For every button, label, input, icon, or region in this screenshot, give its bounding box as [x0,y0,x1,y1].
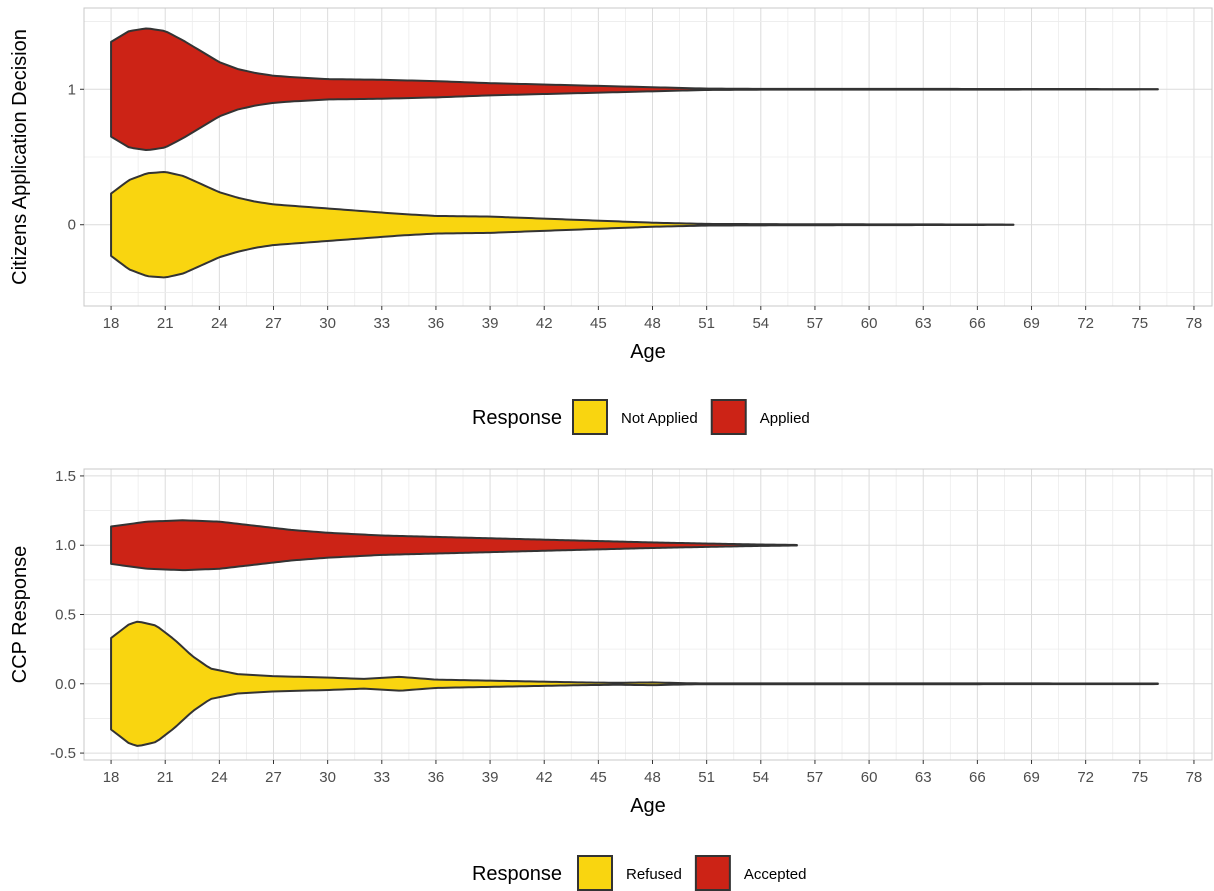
top-x-tick-label: 27 [265,315,282,332]
top-x-tick-label: 24 [211,315,228,332]
top-x-tick-label: 60 [861,315,878,332]
top-x-ticks: 18 21 24 27 30 33 36 39 42 45 48 51 54 57 60 63 66 69 72 75… [103,306,1203,332]
bottom-legend-key-accepted [694,855,731,891]
bottom-y-tick-label: -0.5 [50,745,76,762]
bottom-y-tick-label: 0.0 [55,676,76,693]
bottom-y-ticks: -0.5 0.0 0.5 1.0 1.5 [50,468,84,762]
top-y-axis-title: Citizens Application Decision [9,29,31,285]
bottom-legend: Response Refused Accepted [472,855,807,891]
bottom-x-tick-label: 63 [915,769,932,786]
bottom-y-tick-label: 1.0 [55,537,76,554]
top-y-tick-label: 0 [68,217,76,234]
bottom-gridlines [83,469,1212,760]
top-x-tick-label: 75 [1131,315,1148,332]
top-x-tick-label: 42 [536,315,553,332]
bottom-x-tick-label: 51 [698,769,715,786]
top-legend-label-not-applied: Not Applied [621,410,698,427]
bottom-x-tick-label: 78 [1186,769,1203,786]
top-x-axis-title: Age [630,341,666,363]
bottom-x-tick-label: 69 [1023,769,1040,786]
top-panel: 18 21 24 27 30 33 36 39 42 45 48 51 54 57 60 63 66 69 72 75… [9,7,1213,435]
bottom-violin-refused [110,620,1159,747]
bottom-x-tick-label: 60 [861,769,878,786]
bottom-x-tick-label: 54 [752,769,769,786]
bottom-x-tick-label: 18 [103,769,120,786]
bottom-y-axis-title: CCP Response [9,546,31,683]
bottom-legend-label-accepted: Accepted [744,866,807,883]
top-x-tick-label: 57 [807,315,824,332]
bottom-x-axis-title: Age [630,795,666,817]
top-violin-not-applied [110,171,1015,279]
bottom-x-tick-label: 39 [482,769,499,786]
top-x-tick-label: 33 [373,315,390,332]
top-x-tick-label: 51 [698,315,715,332]
top-x-tick-label: 18 [103,315,120,332]
bottom-legend-label-refused: Refused [626,866,682,883]
bottom-violin-accepted [110,519,798,572]
top-legend-label-applied: Applied [760,410,810,427]
top-x-tick-label: 54 [752,315,769,332]
top-x-tick-label: 39 [482,315,499,332]
bottom-x-tick-label: 57 [807,769,824,786]
bottom-x-tick-label: 45 [590,769,607,786]
top-y-ticks: 01 [68,81,84,234]
top-legend-key-applied [710,399,747,435]
bottom-violins [110,519,1159,747]
top-x-tick-label: 72 [1077,315,1094,332]
bottom-y-tick-label: 0.5 [55,607,76,624]
bottom-x-tick-label: 66 [969,769,986,786]
bottom-x-tick-label: 24 [211,769,228,786]
top-legend-key-not-applied [572,399,608,435]
bottom-x-tick-label: 33 [373,769,390,786]
top-gridlines [83,8,1212,306]
top-x-tick-label: 36 [428,315,445,332]
bottom-x-tick-label: 42 [536,769,553,786]
top-violins [110,27,1159,279]
bottom-legend-title: Response [472,863,562,885]
bottom-x-tick-label: 75 [1131,769,1148,786]
top-x-tick-label: 45 [590,315,607,332]
top-x-tick-label: 66 [969,315,986,332]
top-x-tick-label: 63 [915,315,932,332]
bottom-panel: 18 21 24 27 30 33 36 39 42 45 48 51 54 57 60 63 66 69 72 75… [9,468,1213,891]
bottom-x-tick-label: 48 [644,769,661,786]
bottom-x-tick-label: 27 [265,769,282,786]
bottom-x-tick-label: 21 [157,769,174,786]
top-y-tick-label: 1 [68,81,76,98]
bottom-x-tick-label: 36 [428,769,445,786]
bottom-x-ticks: 18 21 24 27 30 33 36 39 42 45 48 51 54 57 60 63 66 69 72 75… [103,760,1203,786]
bottom-x-tick-label: 30 [319,769,336,786]
top-x-tick-label: 69 [1023,315,1040,332]
top-violin-applied [110,27,1159,152]
bottom-y-tick-label: 1.5 [55,468,76,485]
top-legend-title: Response [472,407,562,429]
top-x-tick-label: 21 [157,315,174,332]
top-x-tick-label: 30 [319,315,336,332]
top-plot-frame [83,7,1213,307]
top-legend: Response Not Applied Applied [472,399,810,435]
top-x-tick-label: 48 [644,315,661,332]
bottom-legend-key-refused [577,855,613,891]
top-x-tick-label: 78 [1186,315,1203,332]
bottom-x-tick-label: 72 [1077,769,1094,786]
